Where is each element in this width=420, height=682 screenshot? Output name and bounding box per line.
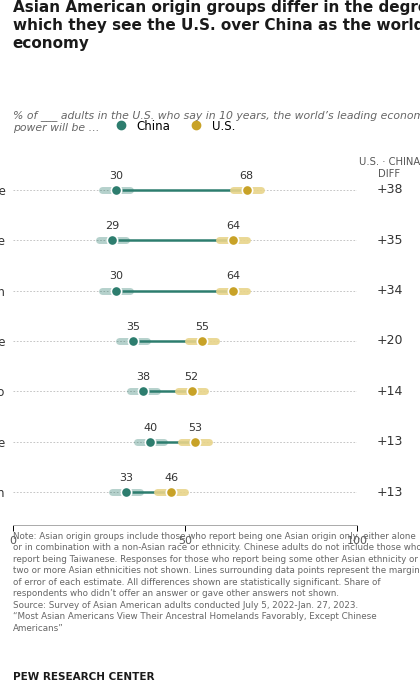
Point — [109, 235, 116, 246]
Text: 52: 52 — [185, 372, 199, 383]
Point — [230, 285, 236, 296]
Point — [113, 285, 119, 296]
Text: 30: 30 — [109, 271, 123, 282]
Text: 38: 38 — [136, 372, 150, 383]
Text: +20: +20 — [376, 334, 403, 348]
Text: 46: 46 — [164, 473, 178, 484]
Text: +14: +14 — [376, 385, 403, 398]
Point — [113, 184, 119, 195]
Point — [130, 336, 136, 346]
Text: Note: Asian origin groups include those who report being one Asian origin only, : Note: Asian origin groups include those … — [13, 532, 420, 633]
Text: 53: 53 — [188, 423, 202, 433]
Text: % of ___ adults in the U.S. who say in 10 years, the world’s leading economic
po: % of ___ adults in the U.S. who say in 1… — [13, 110, 420, 133]
Text: 64: 64 — [226, 271, 240, 282]
Point — [230, 235, 236, 246]
Text: 55: 55 — [195, 322, 209, 332]
Point — [192, 436, 199, 447]
Text: 40: 40 — [143, 423, 158, 433]
Text: 68: 68 — [240, 170, 254, 181]
Point — [147, 436, 154, 447]
Point — [140, 386, 147, 397]
Point — [168, 487, 174, 498]
Text: U.S. · CHINA
DIFF: U.S. · CHINA DIFF — [359, 157, 420, 179]
Point — [199, 336, 205, 346]
Text: Asian American origin groups differ in the degree to
which they see the U.S. ove: Asian American origin groups differ in t… — [13, 0, 420, 51]
Text: 30: 30 — [109, 170, 123, 181]
Legend: China, U.S.: China, U.S. — [105, 115, 240, 137]
Text: 64: 64 — [226, 221, 240, 231]
Text: +34: +34 — [376, 284, 403, 297]
Point — [188, 386, 195, 397]
Text: 33: 33 — [119, 473, 133, 484]
Text: +38: +38 — [376, 183, 403, 196]
Text: 35: 35 — [126, 322, 140, 332]
Point — [123, 487, 130, 498]
Text: +35: +35 — [376, 234, 403, 247]
Text: +13: +13 — [376, 486, 403, 499]
Point — [244, 184, 250, 195]
Text: PEW RESEARCH CENTER: PEW RESEARCH CENTER — [13, 672, 154, 682]
Text: +13: +13 — [376, 435, 403, 448]
Text: 29: 29 — [105, 221, 120, 231]
